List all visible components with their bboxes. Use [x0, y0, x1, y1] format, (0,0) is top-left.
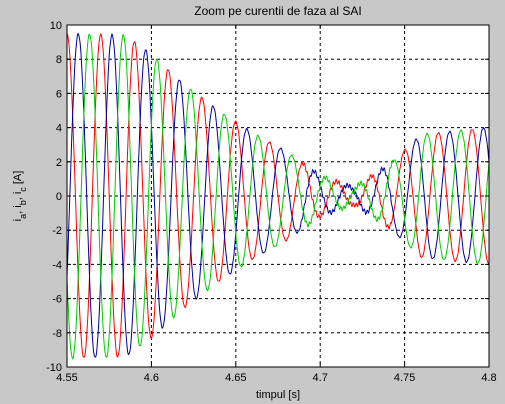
y-tick-label: 2 [56, 157, 62, 169]
y-tick-label: 0 [56, 191, 62, 203]
x-tick-label: 4.55 [56, 372, 77, 384]
y-tick-label: 10 [50, 20, 62, 32]
y-tick-label: 6 [56, 88, 62, 100]
chart-title: Zoom pe curentii de faza al SAI [194, 4, 361, 18]
x-tick-label: 4.8 [481, 372, 496, 384]
y-tick-label: 4 [56, 123, 62, 135]
x-axis-label: timpul [s] [256, 389, 300, 401]
y-tick-label: -4 [52, 259, 62, 271]
x-tick-label: 4.75 [394, 372, 415, 384]
y-tick-label: -10 [46, 362, 62, 374]
x-tick-label: 4.7 [313, 372, 328, 384]
series-line-2 [66, 33, 490, 358]
y-tick-label: -6 [52, 294, 62, 306]
x-tick-label: 4.65 [225, 372, 246, 384]
x-ticks: 4.55 4.6 4.65 4.7 4.75 4.8 [56, 25, 497, 384]
y-tick-label: -2 [52, 225, 62, 237]
y-tick-label: -8 [52, 328, 62, 340]
x-tick-label: 4.6 [144, 372, 159, 384]
y-ticks: -10 -8 -6 -4 -2 0 2 4 6 8 10 [46, 20, 489, 374]
y-axis-label: ia, ib, ic [A] [12, 171, 28, 222]
series-line-1 [66, 32, 490, 358]
series-line-3 [66, 33, 490, 360]
y-tick-label: 8 [56, 54, 62, 66]
series-layer [66, 32, 490, 360]
